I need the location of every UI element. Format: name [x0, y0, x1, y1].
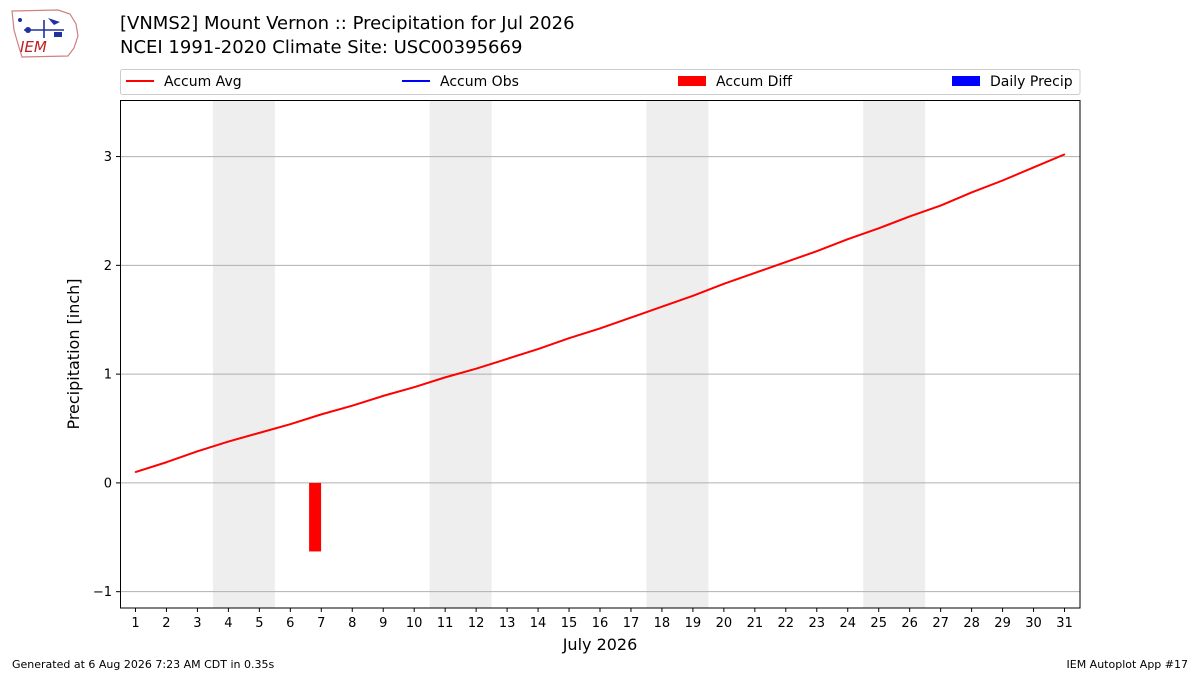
x-tick-label: 5 — [255, 616, 263, 631]
accum-avg-point — [939, 204, 942, 207]
x-tick-label: 29 — [994, 616, 1011, 631]
x-tick-label: 13 — [499, 616, 516, 631]
chart-title: [VNMS2] Mount Vernon :: Precipitation fo… — [120, 13, 575, 34]
y-tick-label: 0 — [104, 476, 112, 491]
x-tick-label: 8 — [348, 616, 356, 631]
accum-avg-point — [661, 305, 663, 308]
x-tick-label: 30 — [1025, 616, 1042, 631]
accum-avg-point — [289, 423, 292, 425]
accum-avg-point — [815, 250, 818, 253]
accum-avg-point — [599, 327, 601, 330]
accum-avg-point — [506, 358, 508, 360]
x-tick-label: 25 — [870, 616, 887, 631]
weekend-band — [863, 100, 926, 608]
legend-box — [120, 69, 1081, 95]
accum-avg-point — [908, 215, 911, 218]
x-tick-label: 15 — [561, 616, 578, 631]
accum-avg-point — [1063, 153, 1066, 156]
accum-avg-point — [754, 272, 756, 274]
app-footer: IEM Autoplot App #17 — [1066, 658, 1189, 671]
accum-avg-point — [134, 471, 137, 473]
x-tick-label: 21 — [747, 616, 764, 631]
y-tick-label: 1 — [104, 368, 112, 383]
weekend-band — [429, 100, 492, 608]
x-tick-label: 10 — [406, 616, 423, 631]
logo-text: IEM — [20, 38, 47, 56]
legend-label: Daily Precip — [990, 74, 1073, 90]
y-tick-label: −1 — [93, 585, 112, 600]
accum-avg-point — [413, 386, 415, 388]
x-tick-label: 11 — [437, 616, 454, 631]
legend-label: Accum Obs — [440, 74, 519, 90]
x-tick-label: 23 — [809, 616, 826, 631]
x-tick-label: 6 — [286, 616, 294, 631]
iem-logo: IEM — [11, 9, 79, 58]
y-tick-label: 3 — [104, 150, 112, 165]
y-axis-label: Precipitation [inch] — [64, 278, 83, 429]
chart-subtitle: NCEI 1991-2020 Climate Site: USC00395669 — [120, 37, 523, 58]
accum-avg-point — [196, 450, 199, 453]
accum-avg-point — [165, 461, 168, 464]
x-tick-label: 14 — [530, 616, 547, 631]
x-tick-label: 12 — [468, 616, 485, 631]
generated-footer: Generated at 6 Aug 2026 7:23 AM CDT in 0… — [12, 658, 275, 671]
x-tick-label: 1 — [131, 616, 139, 631]
legend-swatch-bar — [678, 76, 706, 86]
x-tick-label: 9 — [379, 616, 387, 631]
x-tick-label: 17 — [623, 616, 640, 631]
accum-diff-bar — [309, 482, 322, 552]
accum-avg-point — [258, 432, 261, 434]
accum-avg-point — [568, 337, 570, 340]
x-tick-label: 20 — [716, 616, 733, 631]
accum-avg-point — [382, 395, 385, 397]
legend-swatch-bar — [952, 76, 980, 86]
legend-label: Accum Avg — [164, 74, 242, 90]
accum-avg-point — [537, 348, 539, 350]
accum-avg-point — [970, 191, 973, 194]
weekend-band — [646, 100, 709, 608]
x-tick-label: 19 — [685, 616, 702, 631]
accum-avg-point — [444, 376, 446, 379]
accum-avg-point — [1001, 179, 1004, 182]
x-tick-label: 16 — [592, 616, 609, 631]
x-tick-label: 24 — [839, 616, 856, 631]
legend-label: Accum Diff — [716, 74, 792, 90]
y-tick-label: 2 — [104, 259, 112, 274]
accum-avg-point — [320, 413, 323, 416]
accum-avg-point — [692, 295, 694, 297]
x-tick-label: 18 — [654, 616, 671, 631]
accum-avg-point — [846, 238, 849, 241]
x-tick-label: 7 — [317, 616, 325, 631]
x-tick-label: 26 — [901, 616, 918, 631]
accum-avg-point — [1032, 166, 1035, 169]
x-tick-label: 31 — [1056, 616, 1073, 631]
accum-avg-point — [475, 367, 477, 370]
accum-avg-point — [227, 440, 230, 443]
accum-avg-point — [785, 261, 787, 263]
x-tick-label: 22 — [778, 616, 795, 631]
weekend-band — [212, 100, 275, 608]
x-tick-label: 27 — [932, 616, 949, 631]
accum-avg-point — [630, 316, 632, 319]
x-tick-label: 28 — [963, 616, 980, 631]
x-axis-label: July 2026 — [562, 635, 638, 654]
accum-avg-point — [351, 404, 354, 407]
x-tick-label: 4 — [224, 616, 232, 631]
x-tick-label: 2 — [162, 616, 170, 631]
accum-avg-point — [877, 227, 880, 230]
accum-avg-point — [723, 283, 725, 285]
x-tick-label: 3 — [193, 616, 201, 631]
